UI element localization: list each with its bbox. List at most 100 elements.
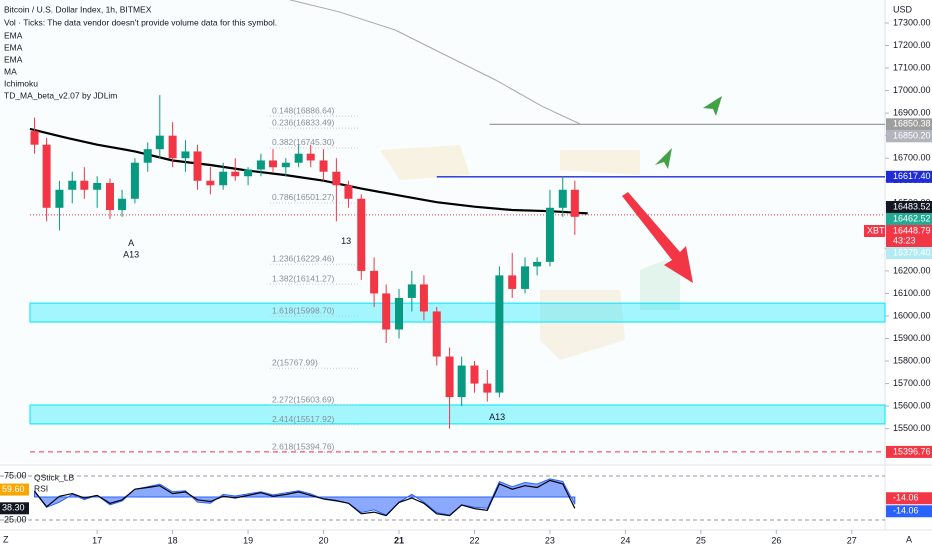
cloud (380, 145, 470, 180)
fib-label: 0.786(16501.27) (272, 192, 335, 202)
candle-body (357, 198, 366, 271)
x-tick-label: 23 (545, 535, 555, 545)
fib-label: 1.618(15998.70) (272, 306, 335, 316)
fib-label: 2.272(15603.69) (272, 395, 335, 405)
candle-body (457, 365, 466, 398)
qstick-tag-label: -14.06 (893, 493, 919, 503)
rsi-tag-label: 38.30 (2, 503, 25, 513)
fib-label: 0.236(16833.49) (272, 117, 335, 127)
price-tag (886, 224, 932, 247)
fib-label: 2(15767.99) (272, 358, 318, 368)
y-tick-label: 16200.00 (893, 265, 931, 275)
candle-body (168, 135, 177, 159)
rsi-tag (0, 502, 29, 515)
y-tick-label: 15900.00 (893, 333, 931, 343)
candle-body (42, 144, 51, 208)
legend-entry: EMA (4, 30, 23, 40)
candle-body (93, 182, 102, 190)
y-tick-label: 15700.00 (893, 378, 931, 388)
price-tag (886, 200, 932, 213)
candle-body (206, 180, 215, 186)
indicator-name: RSI (34, 483, 48, 493)
candle-body (256, 160, 265, 170)
qstick-tag (886, 492, 932, 505)
badge-label: XBT (867, 225, 885, 235)
candle-body (193, 151, 202, 181)
legend-entry: Ichimoku (4, 78, 38, 88)
legend-entry: TD_MA_beta_v2.07 by JDLim (4, 90, 117, 100)
candle-body (55, 189, 64, 208)
y-tick-label: 17000.00 (893, 85, 931, 95)
candle-body (558, 189, 567, 208)
icon-a[interactable]: A (906, 534, 912, 544)
y-tick-label: 17200.00 (893, 40, 931, 50)
y-tick-label: 16900.00 (893, 108, 931, 118)
price-tag-label: 16379.40 (893, 247, 931, 257)
price-tag-label: 15396.76 (893, 446, 931, 456)
candle-body (219, 171, 228, 186)
candle-body (268, 160, 277, 168)
candle-body (508, 275, 517, 289)
candle-body (483, 383, 492, 393)
candle-body (432, 311, 441, 357)
price-tag-label: 16462.52 (893, 213, 931, 223)
candle-body (382, 293, 391, 330)
candle-body (533, 261, 542, 267)
annotation: 13 (341, 236, 351, 246)
legend-entry: MA (4, 66, 17, 76)
candle-body (319, 160, 328, 172)
qstick-tag-label: -14.06 (893, 506, 919, 516)
rsi-tick-label: 75.00 (4, 470, 27, 480)
price-tag-label: 16617.40 (893, 171, 931, 181)
candle-body (495, 275, 504, 393)
up-arrow (655, 148, 672, 169)
axis-bg (885, 0, 932, 550)
fib-label: 1.382(16141.27) (272, 273, 335, 283)
indicator-name: QStick_LB (34, 472, 74, 482)
icon-z[interactable]: Z (3, 534, 9, 544)
price-tag (886, 212, 932, 225)
candle-body (231, 171, 240, 177)
candle-body (306, 153, 315, 161)
plot-bg (0, 0, 885, 462)
x-tick-label: 21 (394, 535, 404, 545)
price-tag-label: 16850.38 (893, 119, 931, 129)
cloud (560, 150, 640, 175)
y-tick-label: 16100.00 (893, 288, 931, 298)
up-arrow (703, 96, 722, 116)
candle-body (521, 266, 530, 289)
x-tick-label: 18 (168, 535, 178, 545)
legend-entry: EMA (4, 54, 23, 64)
candle-body (155, 135, 164, 150)
candle-body (80, 180, 89, 190)
price-tag (886, 118, 932, 131)
price-tag-label: 16448.79 (893, 225, 931, 235)
x-tick-label: 25 (696, 535, 706, 545)
rsi-tag-label: 59.60 (2, 484, 25, 494)
candle-body (344, 185, 353, 199)
candle-body (118, 198, 127, 211)
candle-body (545, 207, 554, 262)
candle-body (470, 365, 479, 384)
x-tick-label: 17 (92, 535, 102, 545)
candle-body (407, 284, 416, 298)
candle-body (181, 151, 190, 159)
y-tick-label: 16000.00 (893, 310, 931, 320)
annotation: A (128, 238, 134, 248)
fib-label: 0.382(16745.30) (272, 137, 335, 147)
zone (29, 302, 886, 323)
legend-entry: EMA (4, 42, 23, 52)
ma-line (29, 127, 588, 215)
cloud (540, 290, 625, 360)
candle-body (143, 149, 152, 163)
candle-body (294, 153, 303, 163)
annotation: A13 (489, 412, 505, 422)
price-tag (886, 445, 932, 458)
candle-body (445, 356, 454, 398)
price-tag (886, 246, 932, 259)
y-tick-label: 15800.00 (893, 355, 931, 365)
candle-body (130, 162, 139, 199)
y-tick-label: 15600.00 (893, 400, 931, 410)
currency: USD (893, 4, 913, 14)
